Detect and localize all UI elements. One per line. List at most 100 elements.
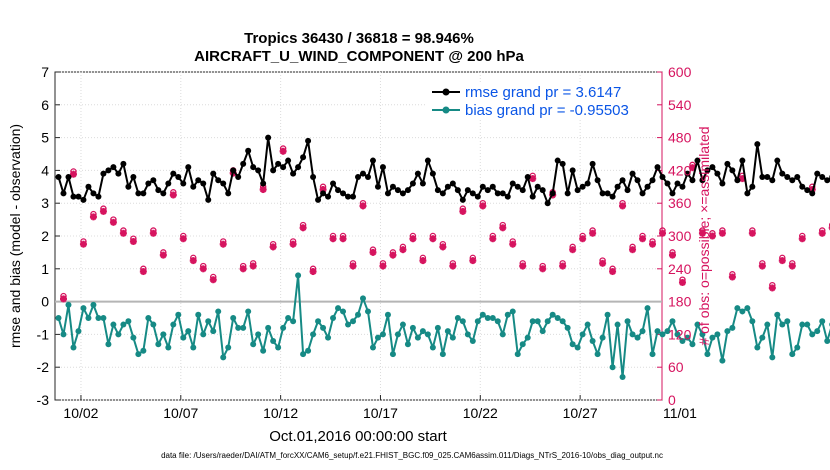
rmse-point: [779, 170, 786, 177]
rmse-point: [694, 157, 701, 164]
rmse-point: [384, 190, 391, 197]
rmse-point: [95, 193, 102, 200]
bias-point: [519, 341, 526, 348]
obs-assimilated-marker: [559, 262, 567, 270]
y-right-tick-label: 180: [668, 294, 692, 310]
rmse-point: [814, 170, 821, 177]
rmse-point: [649, 177, 656, 184]
x-tick-label: 10/17: [363, 405, 398, 421]
bias-point: [684, 334, 691, 341]
obs-assimilated-marker: [59, 295, 67, 303]
rmse-point: [105, 167, 112, 174]
rmse-point: [364, 173, 371, 180]
rmse-point: [674, 180, 681, 187]
bias-point: [799, 321, 806, 328]
bias-point: [584, 321, 591, 328]
obs-assimilated-marker: [449, 262, 457, 270]
bias-point: [75, 328, 82, 335]
bias-point: [704, 351, 711, 358]
obs-assimilated-marker: [179, 235, 187, 243]
x-tick-label: 10/02: [63, 405, 98, 421]
bias-point: [824, 337, 830, 344]
bias-point: [574, 344, 581, 351]
obs-assimilated-marker: [399, 246, 407, 254]
rmse-point: [824, 177, 830, 184]
rmse-point: [449, 180, 456, 187]
obs-assimilated-marker: [768, 284, 776, 292]
rmse-point: [819, 173, 826, 180]
bias-point: [534, 318, 541, 325]
bias-point: [744, 305, 751, 312]
rmse-point: [160, 190, 167, 197]
bias-point: [125, 318, 132, 325]
bias-point: [55, 315, 62, 321]
rmse-point: [320, 190, 327, 197]
bias-point: [464, 331, 471, 338]
rmse-point: [464, 187, 471, 194]
bias-point: [130, 334, 137, 341]
bias-point: [394, 331, 401, 338]
rmse-point: [524, 173, 531, 180]
bias-point: [614, 321, 621, 328]
rmse-point: [359, 170, 366, 177]
bias-point: [604, 311, 611, 318]
rmse-point: [165, 180, 172, 187]
bias-point: [569, 341, 576, 348]
bias-point: [155, 341, 162, 348]
rmse-point: [534, 183, 541, 190]
rmse-point: [639, 190, 646, 197]
rmse-point: [170, 170, 177, 177]
rmse-point: [659, 173, 666, 180]
obs-assimilated-marker: [658, 229, 666, 237]
bias-point: [230, 315, 237, 321]
rmse-point: [429, 170, 436, 177]
bias-point: [404, 341, 411, 348]
rmse-point: [70, 193, 77, 200]
obs-assimilated-marker: [698, 229, 706, 237]
rmse-point: [250, 164, 257, 171]
bias-point: [355, 311, 362, 318]
y-left-tick-label: 2: [41, 228, 49, 244]
bias-point: [255, 331, 262, 338]
bias-point: [754, 344, 761, 351]
rmse-point: [794, 173, 801, 180]
bias-point: [330, 315, 337, 321]
rmse-point: [110, 164, 117, 171]
rmse-point: [394, 187, 401, 194]
rmse-point: [145, 180, 152, 187]
bias-point: [300, 351, 307, 358]
bias-point: [280, 324, 287, 331]
bias-point: [414, 334, 421, 341]
obs-assimilated-marker: [329, 235, 337, 243]
rmse-point: [215, 177, 222, 184]
bias-point: [225, 344, 232, 351]
rmse-point: [195, 177, 202, 184]
rmse-point: [574, 187, 581, 194]
bias-point: [589, 337, 596, 344]
y-axis-right-label: # of obs: o=possible; ×=assimilated: [696, 126, 712, 345]
bias-point: [95, 315, 102, 321]
rmse-point: [444, 183, 451, 190]
rmse-point: [749, 183, 756, 190]
rmse-point: [340, 190, 347, 197]
rmse-point: [734, 177, 741, 184]
obs-assimilated-marker: [129, 237, 137, 245]
y-right-tick-label: 60: [668, 359, 684, 375]
y-right-tick-label: 420: [668, 162, 692, 178]
obs-assimilated-marker: [69, 170, 77, 178]
obs-assimilated-marker: [619, 202, 627, 210]
obs-assimilated-marker: [439, 243, 447, 251]
obs-assimilated-marker: [579, 235, 587, 243]
bias-point: [774, 311, 781, 318]
y-left-tick-label: 3: [41, 195, 49, 211]
obs-assimilated-marker: [279, 147, 287, 155]
obs-assimilated-marker: [629, 246, 637, 254]
rmse-point: [514, 183, 521, 190]
bias-point: [424, 331, 431, 338]
bias-point: [439, 351, 446, 358]
x-tick-label: 10/22: [463, 405, 498, 421]
y-axis-left-label: rmse and bias (model - observation): [7, 124, 23, 348]
rmse-point: [125, 183, 132, 190]
rmse-point: [809, 190, 816, 197]
y-right-tick-label: 300: [668, 228, 692, 244]
